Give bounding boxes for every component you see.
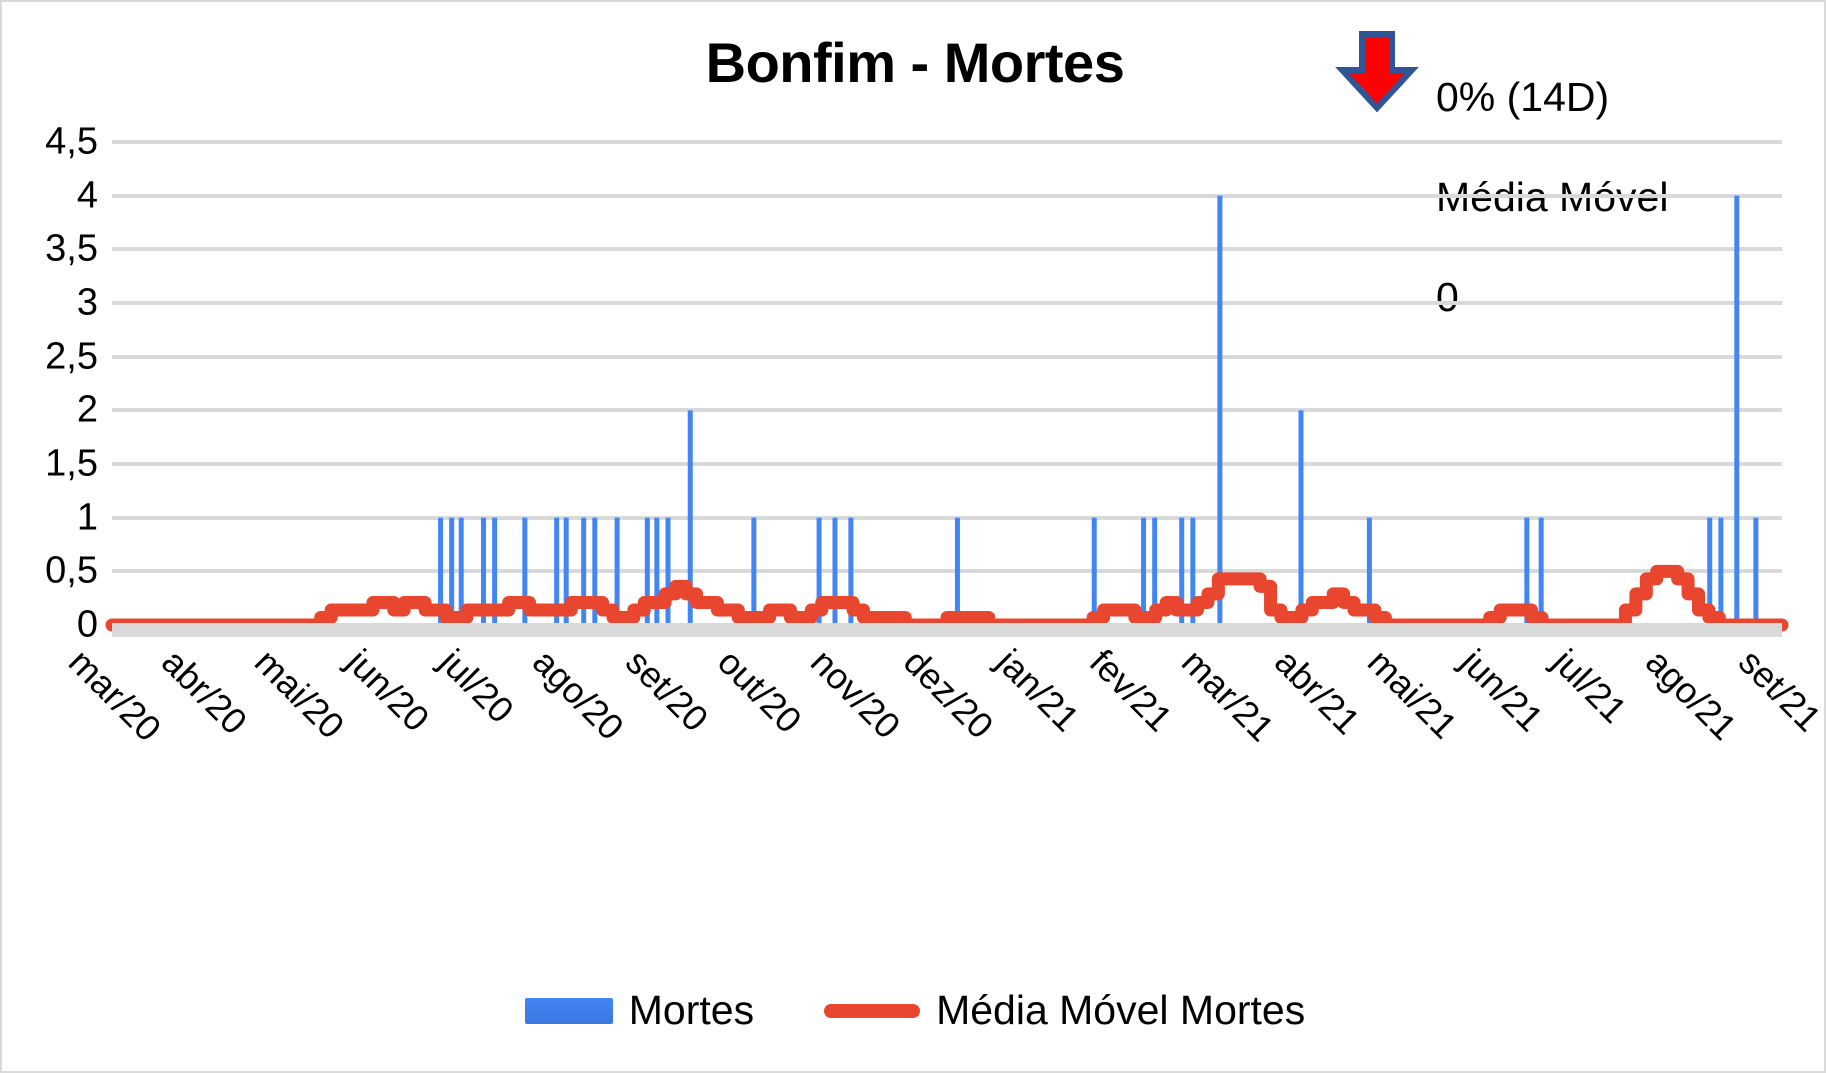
chart-legend: Mortes Média Móvel Mortes — [2, 987, 1824, 1034]
x-axis-tick-label: nov/20 — [803, 641, 909, 747]
y-axis-tick-label: 0 — [76, 603, 98, 646]
plot-frame: 0 0,5 1 1,5 2 2,5 3 3,5 4 4,5 — [45, 121, 1789, 646]
x-axis-tick-label: jul/21 — [1545, 641, 1636, 731]
bar-mark — [687, 410, 693, 625]
bar-mark — [1734, 195, 1740, 626]
bar-mark — [449, 517, 455, 625]
x-axis-labels: mar/20 abr/20 mai/20 jun/20 jul/20 ago/20 set/… — [61, 625, 1824, 825]
x-axis-tick-label: jun/20 — [339, 641, 438, 740]
legend-label-media-movel: Média Móvel Mortes — [936, 987, 1306, 1033]
bar-mark — [832, 517, 838, 625]
x-axis-tick-label: fev/21 — [1081, 641, 1180, 740]
x-axis-tick-label: dez/20 — [896, 641, 1002, 747]
x-axis-tick-label: mar/21 — [1174, 641, 1283, 750]
axis-baseline — [112, 623, 1782, 637]
x-axis-tick-label: jun/21 — [1452, 641, 1552, 740]
bar-mark — [492, 517, 498, 625]
bar-mark — [1707, 517, 1713, 625]
bar-mark — [581, 517, 587, 625]
y-axis-tick-label: 2,5 — [45, 335, 98, 378]
bar-mark — [816, 517, 822, 625]
arrow-down-icon — [1335, 31, 1419, 113]
bar-mark — [1524, 517, 1530, 625]
gridline — [112, 462, 1782, 466]
bar-mark — [554, 517, 560, 625]
x-axis-tick-label: mai/20 — [246, 641, 352, 747]
y-axis-tick-label: 4 — [76, 174, 98, 217]
bar-mark — [592, 517, 598, 625]
gridline — [112, 569, 1782, 574]
legend-item-media-movel[interactable]: Média Móvel Mortes — [824, 987, 1305, 1034]
bar-mark — [458, 517, 464, 625]
x-axis-tick-label: jan/21 — [988, 641, 1088, 740]
x-axis-tick-label: out/20 — [710, 641, 811, 741]
gridline — [112, 193, 1782, 198]
line-series-media-movel — [105, 564, 1789, 632]
series-canvas — [105, 195, 1789, 632]
y-axis-tick-label: 3 — [76, 281, 98, 324]
gridline — [112, 301, 1782, 305]
bar-mark — [1091, 517, 1097, 625]
bar-mark — [1217, 195, 1223, 626]
bar-mark — [1718, 517, 1724, 625]
bar-mark — [1538, 517, 1544, 625]
chart-title: Bonfim - Mortes — [705, 31, 1125, 94]
bar-mark — [954, 517, 960, 625]
bar-mark — [644, 517, 650, 625]
annotation-line-1: 0% (14D) — [1436, 74, 1610, 121]
gridline — [112, 140, 1782, 144]
bar-mark — [480, 517, 486, 625]
y-axis-tick-label: 0,5 — [45, 549, 98, 592]
y-axis-tick-label: 4,5 — [45, 120, 98, 163]
bar-mark — [848, 517, 854, 625]
bar-mark — [751, 517, 757, 625]
bars-series-mortes — [438, 195, 1759, 626]
plot-area: 0 0,5 1 1,5 2 2,5 3 3,5 4 4,5 — [45, 121, 1789, 646]
legend-item-mortes[interactable]: Mortes — [524, 987, 755, 1034]
x-axis-tick-label: set/21 — [1731, 641, 1826, 740]
gridline — [112, 247, 1782, 252]
x-axis-tick-label: set/20 — [617, 641, 717, 740]
bar-mark — [563, 517, 569, 625]
gridline — [112, 515, 1782, 520]
bar-mark — [614, 517, 620, 625]
y-axis-tick-label: 1 — [76, 496, 98, 539]
legend-swatch-bar-icon — [524, 997, 613, 1024]
x-axis-tick-label: mai/21 — [1359, 641, 1466, 747]
gridline — [112, 354, 1782, 359]
y-axis-tick-label: 3,5 — [45, 227, 98, 270]
bar-mark — [1141, 517, 1147, 625]
bar-mark — [1366, 517, 1372, 625]
bar-mark — [438, 517, 444, 625]
bar-mark — [522, 517, 528, 625]
y-axis-tick-label: 1,5 — [45, 442, 98, 485]
bar-mark — [1190, 517, 1196, 625]
x-axis-tick-label: ago/21 — [1638, 641, 1746, 748]
x-axis-tick-label: ago/20 — [524, 641, 632, 748]
x-axis-tick-label: jul/20 — [432, 641, 522, 731]
bar-mark — [1179, 517, 1185, 625]
bar-mark — [654, 517, 660, 625]
legend-swatch-line-icon — [824, 1003, 921, 1018]
gridline — [112, 408, 1782, 413]
x-axis-tick-label: abr/21 — [1267, 641, 1369, 743]
annotation-line-3: 0 — [1436, 274, 1459, 321]
legend-label-mortes: Mortes — [628, 987, 755, 1033]
bar-mark — [665, 517, 671, 625]
bar-mark — [1753, 517, 1759, 625]
bar-mark — [1152, 517, 1158, 625]
bar-mark — [1298, 410, 1304, 625]
x-axis-tick-label: mar/20 — [61, 641, 170, 750]
y-axis-tick-label: 2 — [76, 388, 98, 431]
x-axis-tick-label: abr/20 — [153, 641, 255, 743]
